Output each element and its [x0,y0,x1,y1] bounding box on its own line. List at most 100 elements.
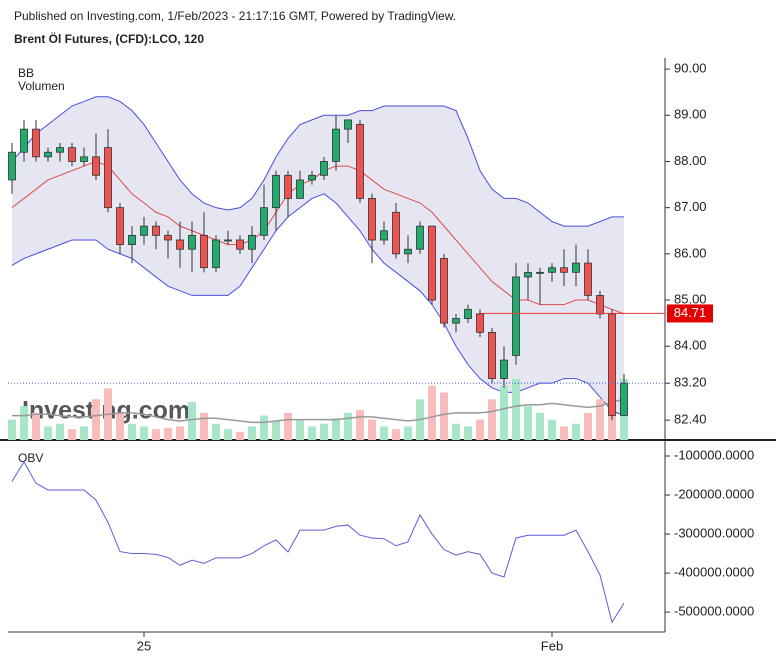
candle-body [80,156,88,162]
volume-bar [200,412,208,440]
volume-bar [128,423,136,440]
x-tick-label: Feb [541,638,563,653]
candle-body [404,248,412,255]
band-upper [11,96,624,227]
volume-bar [152,429,160,440]
volume-bar [476,419,484,440]
volume-bar [284,412,292,440]
legend-volume: Volumen [18,79,65,93]
y-tick-label: 83.20 [674,375,707,390]
volume-bar [368,419,376,440]
volume-bar [500,385,508,440]
volume-bar [176,426,184,440]
y-tick-label: -400000.0000 [674,565,754,580]
y-tick-label: 89.00 [674,107,707,122]
volume-bar [584,412,592,440]
volume-bar [80,426,88,440]
volume-bar [392,429,400,440]
volume-bar [332,418,340,440]
candle-body [320,161,328,176]
volume-bar [188,402,196,440]
candle-body [56,147,64,153]
candle-body [452,318,460,324]
candle-body [68,147,76,162]
obv-line [11,460,625,624]
volume-bar [560,426,568,440]
candle-body [488,331,496,379]
y-tick-label: -500000.0000 [674,604,754,619]
candle-body [32,128,40,158]
candle-body [164,234,172,241]
candle-body [584,262,592,296]
last-price-box [667,304,713,323]
volume-bar [248,426,256,440]
band-middle [11,160,625,315]
candle-body [596,295,604,315]
volume-bar [56,423,64,440]
candle-body [236,239,244,250]
symbol-title: Brent Öl Futures, (CFD):LCO, 120 [14,31,204,46]
y-tick-label: 88.00 [674,153,707,168]
volume-bar [536,412,544,440]
volume-bar [236,431,244,440]
y-tick-label: 84.00 [674,338,707,353]
volume-ma [12,398,625,424]
candle-body [92,156,100,176]
y-tick-label: 90.00 [674,61,707,76]
candle-body [116,207,124,246]
obv-title: OBV [18,451,43,465]
y-tick-label: 87.00 [674,199,707,214]
volume-bar [272,421,280,440]
candle-body [188,234,196,250]
candle-body [272,174,280,209]
volume-bar [452,423,460,440]
y-tick-label: 85.00 [674,291,707,306]
volume-bar [440,392,448,440]
volume-bar [44,426,52,440]
volume-bar [512,378,520,440]
volume-bar [164,427,172,440]
candle-body [20,128,28,153]
volume-bar [428,385,436,440]
candle-body [392,211,400,255]
published-note: Published on Investing.com, 1/Feb/2023 -… [14,9,456,23]
candle-body [44,151,52,158]
candle-body [572,262,580,273]
x-tick-label: 25 [137,638,151,653]
candle-body [308,174,316,181]
candle-body [524,271,532,278]
volume-bar [260,415,268,440]
volume-bar [488,399,496,440]
volume-bar [140,426,148,440]
volume-bar [224,429,232,440]
candle-body [344,119,352,130]
candle-body [464,308,472,319]
candle-body [380,230,388,241]
candle-body [104,147,112,209]
volume-bar [380,426,388,440]
last-price-label: 84.71 [674,305,707,320]
volume-bar [32,412,40,440]
candle-body [536,271,544,274]
volume-bar [20,406,28,440]
volume-bar [116,412,124,440]
candle-body [248,234,256,250]
candle-body [260,207,268,236]
candle-body [500,359,508,379]
candle-body [440,258,448,324]
candle-body [356,124,364,199]
candle-body [176,239,184,250]
volume-bar [596,399,604,440]
volume-bar [404,426,412,440]
y-tick-label: 82.40 [674,412,707,427]
candle-body [548,267,556,273]
volume-bar [8,419,16,440]
volume-bar [308,426,316,440]
volume-bar [344,412,352,440]
candle-body [224,239,232,242]
candle-body [428,225,436,301]
candle-body [200,234,208,269]
volume-bar [212,423,220,440]
candle-body [8,151,16,181]
